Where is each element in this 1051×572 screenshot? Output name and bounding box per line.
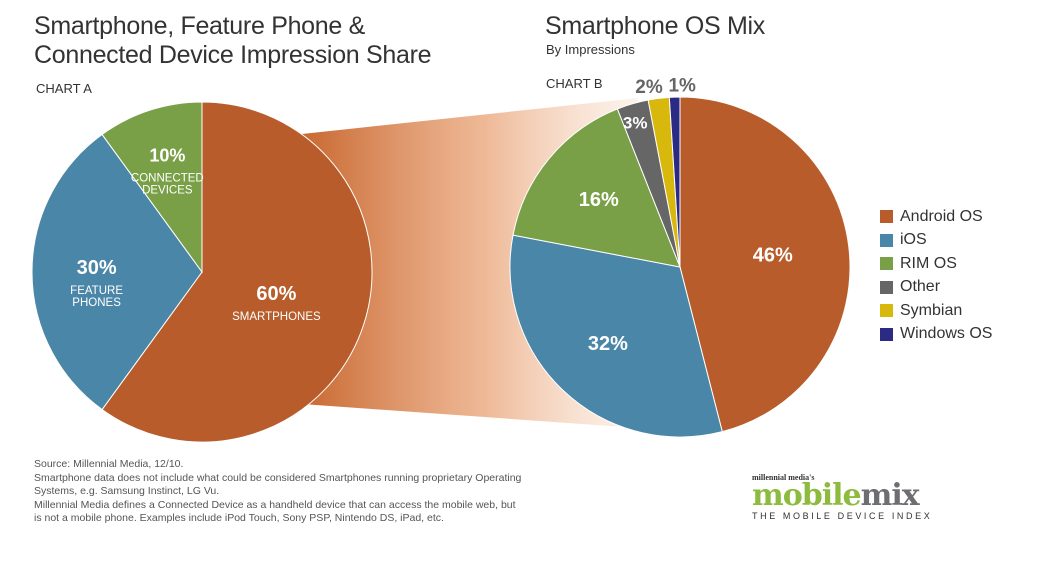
pie-slice-windows-os bbox=[668, 96, 681, 268]
legend-swatch bbox=[880, 327, 893, 341]
pie-slice-smartphones bbox=[101, 101, 373, 443]
legend: Android OS iOS RIM OS Other Symbian Wind… bbox=[880, 205, 992, 346]
pie-slice-rim-os bbox=[512, 108, 681, 268]
pie-label-android-os: 46% bbox=[753, 244, 793, 266]
brand-wordmark: mobilemix bbox=[752, 481, 952, 511]
legend-label: RIM OS bbox=[900, 254, 957, 272]
legend-label: Other bbox=[900, 278, 941, 296]
pie-label-windows-os: 1% bbox=[668, 75, 696, 96]
legend-label: Windows OS bbox=[900, 325, 993, 343]
pie-slice-connected-devices bbox=[101, 101, 203, 274]
legend-swatch bbox=[880, 257, 893, 271]
pie-caption-feature-phones: FEATURE bbox=[70, 285, 123, 297]
pie-slice-ios bbox=[509, 234, 723, 438]
legend-item-ios: iOS bbox=[880, 229, 992, 253]
legend-swatch bbox=[880, 233, 893, 247]
legend-swatch bbox=[880, 304, 893, 318]
pie-label-smartphones: 60% bbox=[256, 283, 296, 305]
pie-caption-feature-phones: PHONES bbox=[72, 297, 121, 309]
chart-b-subtitle: By Impressions bbox=[546, 42, 635, 57]
brand-tagline: THE MOBILE DEVICE INDEX bbox=[752, 511, 933, 521]
legend-item-rim: RIM OS bbox=[880, 252, 992, 276]
brand-word-mobile: mobile bbox=[752, 478, 862, 513]
legend-label: Android OS bbox=[900, 207, 983, 225]
brand-logo: millennial media's mobilemix THE MOBILE … bbox=[752, 473, 952, 522]
pie-caption-connected-devices: DEVICES bbox=[142, 184, 193, 196]
pie-slice-android-os bbox=[679, 96, 851, 433]
pie-label-connected-devices: 10% bbox=[149, 145, 185, 165]
legend-item-other: Other bbox=[880, 276, 992, 300]
pie-label-symbian: 2% bbox=[635, 77, 663, 98]
brand-word-mix: mix bbox=[860, 478, 920, 513]
chart-a-label: CHART A bbox=[36, 81, 92, 96]
pie-label-feature-phones: 30% bbox=[77, 257, 117, 279]
pie-label-rim-os: 16% bbox=[579, 189, 619, 211]
legend-item-windows: Windows OS bbox=[880, 323, 992, 347]
footnote-connected-device: Millennial Media defines a Connected Dev… bbox=[34, 498, 516, 525]
chart-b-label: CHART B bbox=[546, 76, 603, 91]
pie-chart-b: 46% 32% 16% 3% 2% 1% bbox=[509, 75, 851, 438]
brand-small-text: millennial media's bbox=[752, 473, 815, 482]
footnotes: Source: Millennial Media, 12/10. Smartph… bbox=[34, 458, 524, 526]
chart-b-title: Smartphone OS Mix bbox=[545, 12, 765, 40]
pie-slice-feature-phones bbox=[31, 133, 203, 411]
legend-item-android: Android OS bbox=[880, 205, 992, 229]
pie-caption-smartphones: SMARTPHONES bbox=[232, 311, 321, 323]
legend-swatch bbox=[880, 210, 893, 224]
legend-swatch bbox=[880, 280, 893, 294]
footnote-smartphone: Smartphone data does not include what co… bbox=[34, 471, 522, 498]
legend-label: iOS bbox=[900, 231, 927, 249]
footnote-source: Source: Millennial Media, 12/10. bbox=[34, 458, 184, 470]
legend-label: Symbian bbox=[900, 301, 963, 319]
chart-a-title: Smartphone, Feature Phone & Connected De… bbox=[34, 12, 432, 69]
pie-label-ios: 32% bbox=[588, 333, 628, 355]
legend-item-symbian: Symbian bbox=[880, 299, 992, 323]
pie-caption-connected-devices: CONNECTED bbox=[131, 172, 204, 184]
pie-label-other: 3% bbox=[623, 114, 648, 133]
